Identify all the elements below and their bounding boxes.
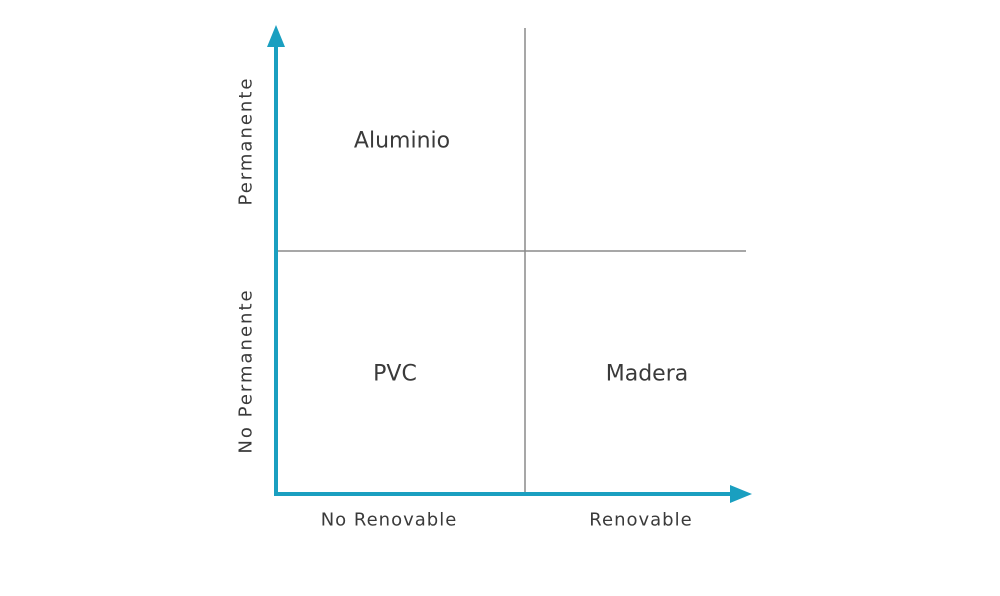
quadrant-bottom-left-label: PVC <box>373 361 417 387</box>
y-axis-bottom-label: No Permanente <box>235 288 257 454</box>
x-axis-right-label: Renovable <box>589 509 693 531</box>
x-axis-left-label: No Renovable <box>320 509 458 531</box>
x-axis-arrowhead <box>730 485 752 503</box>
quadrant-top-left-label: Aluminio <box>353 128 451 154</box>
quadrant-bottom-right-label: Madera <box>605 361 689 387</box>
y-axis-top-label: Permanente <box>235 76 257 206</box>
y-axis-arrowhead <box>267 25 285 47</box>
